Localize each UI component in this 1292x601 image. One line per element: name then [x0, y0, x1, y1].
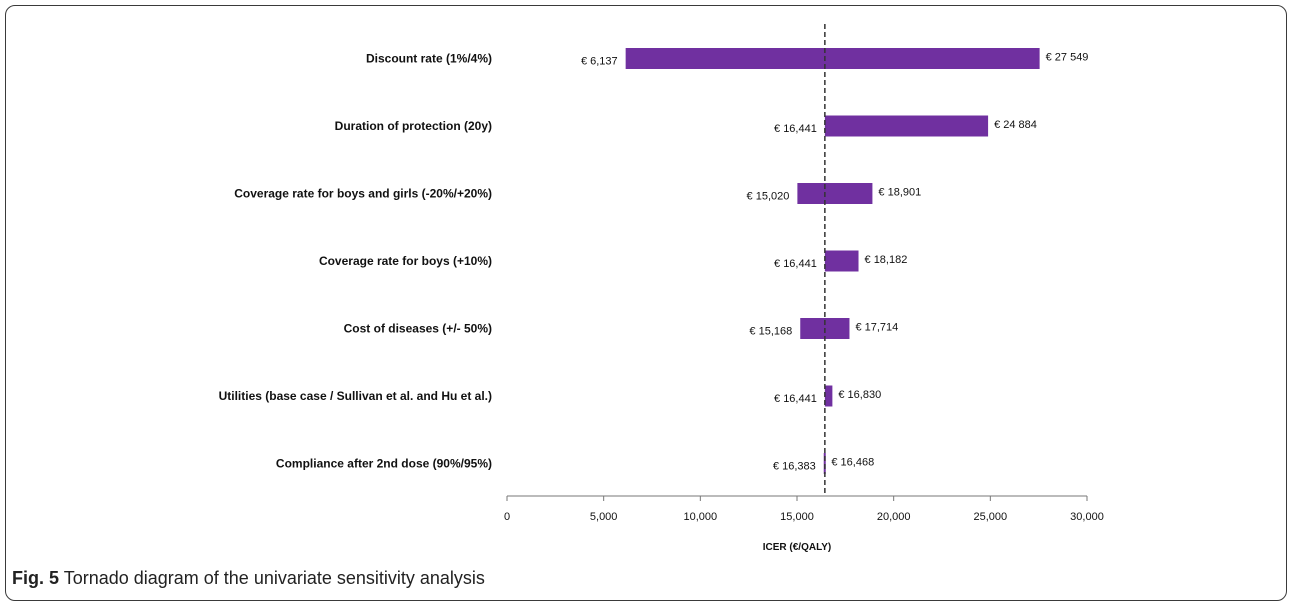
tornado-chart: Discount rate (1%/4%) € 6,137 € 27 549 Dura… — [219, 24, 1104, 553]
bar-2 — [797, 183, 873, 204]
caption-text: Tornado diagram of the univariate sensit… — [63, 568, 485, 588]
x-tick-label: 0 — [504, 511, 510, 523]
x-tick-label: 20,000 — [877, 511, 911, 523]
low-value-label: € 15,168 — [749, 326, 792, 338]
high-value-label: € 27 549 — [1046, 52, 1089, 64]
x-tick-label: 25,000 — [974, 511, 1008, 523]
bar-5 — [824, 385, 833, 407]
category-label: Duration of protection (20y) — [335, 119, 492, 133]
low-value-label: € 16,383 — [773, 461, 816, 473]
category-label: Discount rate (1%/4%) — [366, 52, 492, 66]
category-label: Utilities (base case / Sullivan et al. a… — [219, 389, 492, 403]
x-tick-label: 30,000 — [1070, 511, 1104, 523]
high-value-label: € 16,468 — [831, 457, 874, 469]
bar-1 — [824, 115, 989, 137]
low-value-label: € 6,137 — [581, 56, 618, 68]
x-axis-label: ICER (€/QALY) — [763, 542, 832, 553]
low-value-label: € 16,441 — [774, 258, 817, 270]
high-value-label: € 16,830 — [838, 389, 881, 401]
x-tick-label: 10,000 — [684, 511, 718, 523]
figure-caption: Fig. 5 Tornado diagram of the univariate… — [12, 568, 485, 589]
bar-0 — [625, 48, 1040, 69]
bar-6 — [823, 453, 826, 474]
low-value-label: € 16,441 — [774, 393, 817, 405]
category-label: Coverage rate for boys and girls (-20%/+… — [234, 187, 492, 201]
low-value-label: € 15,020 — [747, 191, 790, 203]
x-tick-label: 5,000 — [590, 511, 618, 523]
high-value-label: € 18,182 — [865, 254, 908, 266]
high-value-label: € 17,714 — [855, 322, 898, 334]
high-value-label: € 24 884 — [994, 119, 1037, 131]
bar-3 — [824, 250, 859, 272]
labels-layer: Discount rate (1%/4%) € 6,137 € 27 549 Dura… — [219, 52, 1089, 473]
caption-label: Fig. 5 — [12, 568, 60, 588]
category-label: Cost of diseases (+/- 50%) — [344, 322, 492, 336]
high-value-label: € 18,901 — [878, 187, 921, 199]
category-label: Coverage rate for boys (+10%) — [319, 254, 492, 268]
bars-layer — [625, 48, 1040, 474]
category-label: Compliance after 2nd dose (90%/95%) — [276, 457, 492, 471]
low-value-label: € 16,441 — [774, 123, 817, 135]
x-axis: 0 5,000 10,000 15,000 20,000 25,000 30,000 — [504, 495, 1104, 523]
x-tick-label: 15,000 — [780, 511, 814, 523]
